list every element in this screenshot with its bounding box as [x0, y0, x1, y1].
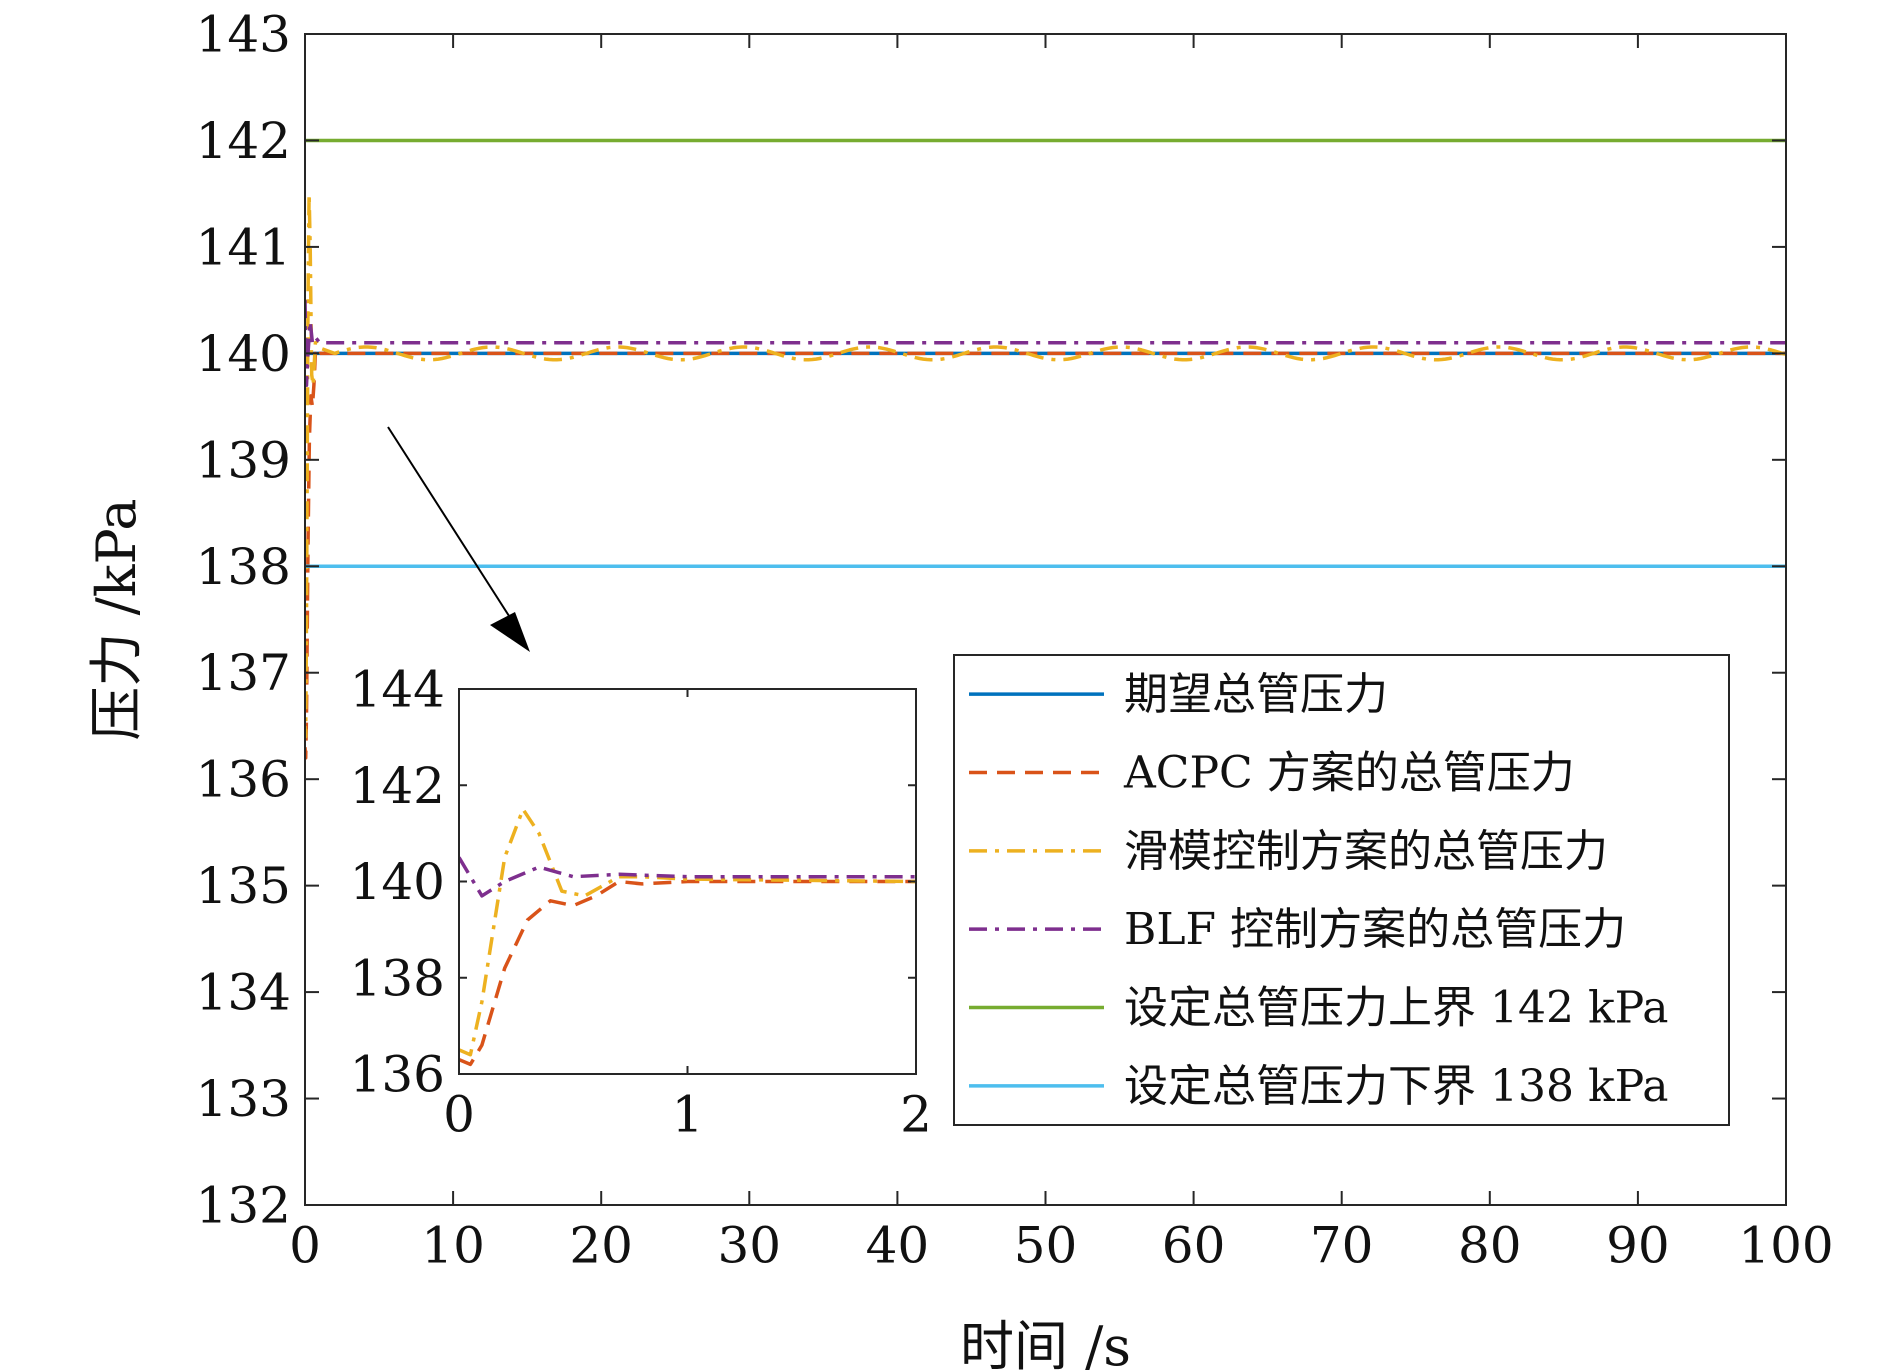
- x-tick-label: 50: [1014, 1217, 1078, 1275]
- legend-label-0: 期望总管压力: [1124, 669, 1388, 720]
- y-tick-label: 137: [196, 644, 291, 702]
- series-line-1: [305, 351, 1786, 760]
- x-tick-label: 10: [421, 1217, 485, 1275]
- zoom-arrow-head: [490, 612, 530, 652]
- inset-y-tick-label: 138: [350, 949, 445, 1007]
- zoom-arrow-line: [387, 426, 519, 631]
- y-tick-label: 132: [196, 1177, 291, 1235]
- y-tick-label: 138: [196, 538, 291, 596]
- x-tick-label: 20: [569, 1217, 633, 1275]
- y-tick-label: 139: [196, 431, 291, 489]
- legend-label-1: ACPC 方案的总管压力: [1123, 748, 1575, 799]
- x-axis-label: 时间 /s: [960, 1315, 1131, 1371]
- inset-series-line-1: [459, 879, 916, 1067]
- series-line-2: [305, 191, 1786, 739]
- y-tick-label: 140: [196, 325, 291, 383]
- legend-label-3: BLF 控制方案的总管压力: [1124, 904, 1626, 955]
- x-tick-label: 60: [1162, 1217, 1226, 1275]
- y-tick-label: 143: [196, 6, 291, 64]
- inset-series-line-3: [459, 856, 916, 898]
- y-tick-label: 142: [196, 112, 291, 170]
- y-axis-label: 压力 /kPa: [85, 498, 148, 740]
- x-tick-label: 80: [1458, 1217, 1522, 1275]
- x-tick-label: 70: [1310, 1217, 1374, 1275]
- inset-y-tick-label: 142: [350, 757, 445, 815]
- inset-y-tick-label: 140: [350, 853, 445, 911]
- y-tick-label: 133: [196, 1070, 291, 1128]
- legend-label-5: 设定总管压力下界 138 kPa: [1124, 1061, 1668, 1112]
- x-tick-label: 40: [866, 1217, 930, 1275]
- inset-y-tick-label: 136: [350, 1046, 445, 1104]
- y-tick-label: 136: [196, 751, 291, 809]
- legend-label-4: 设定总管压力上界 142 kPa: [1124, 983, 1668, 1034]
- x-tick-label: 0: [289, 1217, 321, 1275]
- inset-x-tick-label: 1: [672, 1086, 704, 1144]
- inset-x-tick-label: 2: [900, 1086, 932, 1144]
- legend-box: [953, 654, 1730, 1126]
- x-tick-label: 30: [717, 1217, 781, 1275]
- x-tick-label: 90: [1606, 1217, 1670, 1275]
- series-line-3: [305, 300, 1786, 388]
- inset-y-tick-label: 144: [350, 661, 445, 719]
- y-tick-label: 141: [196, 218, 291, 276]
- y-tick-label: 134: [196, 964, 291, 1022]
- legend-label-2: 滑模控制方案的总管压力: [1124, 826, 1608, 877]
- y-tick-label: 135: [196, 857, 291, 915]
- inset-x-tick-label: 0: [443, 1086, 475, 1144]
- x-tick-label: 100: [1738, 1217, 1833, 1275]
